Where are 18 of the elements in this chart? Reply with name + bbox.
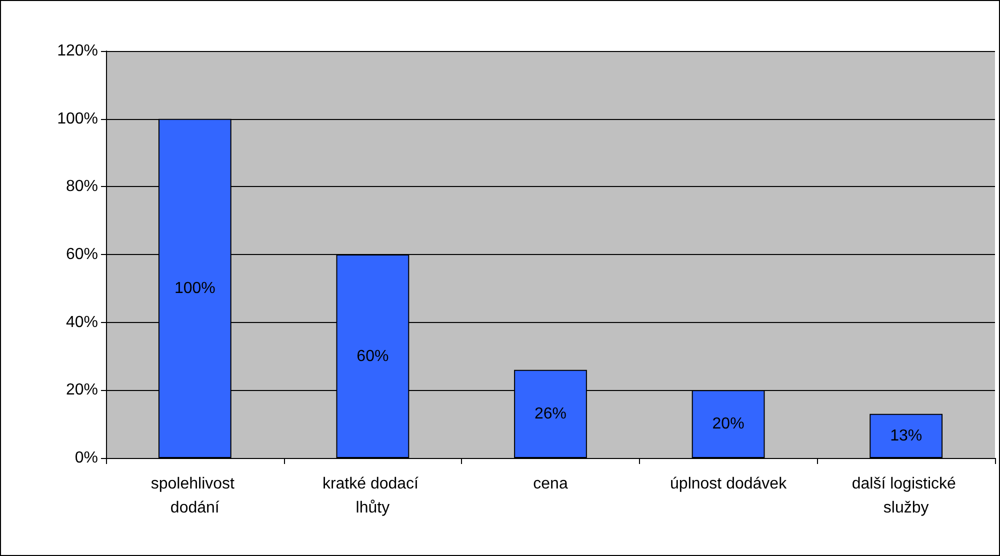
data-label: 13% <box>890 427 922 444</box>
y-tick-label: 0% <box>74 450 98 466</box>
data-label: 20% <box>712 416 744 433</box>
data-label: 100% <box>174 280 216 297</box>
bar <box>870 414 943 458</box>
y-tick-label: 20% <box>66 382 98 399</box>
x-tick-label: kratké dodací lhůty <box>322 476 423 516</box>
x-tick-label: spolehlivost dodání <box>150 476 239 516</box>
y-tick-label: 100% <box>57 110 98 128</box>
data-label: 26% <box>534 405 567 422</box>
y-tick-label: 60% <box>66 246 98 263</box>
data-label: 60% <box>356 348 389 365</box>
y-tick-label: 120% <box>57 42 98 60</box>
y-tick-label: 40% <box>66 314 98 331</box>
x-tick-label: cena <box>533 476 568 492</box>
x-tick-label: úplnost dodávek <box>670 476 788 492</box>
y-tick-label: 80% <box>66 178 98 196</box>
x-tick-label: další logistické služby <box>852 476 960 516</box>
